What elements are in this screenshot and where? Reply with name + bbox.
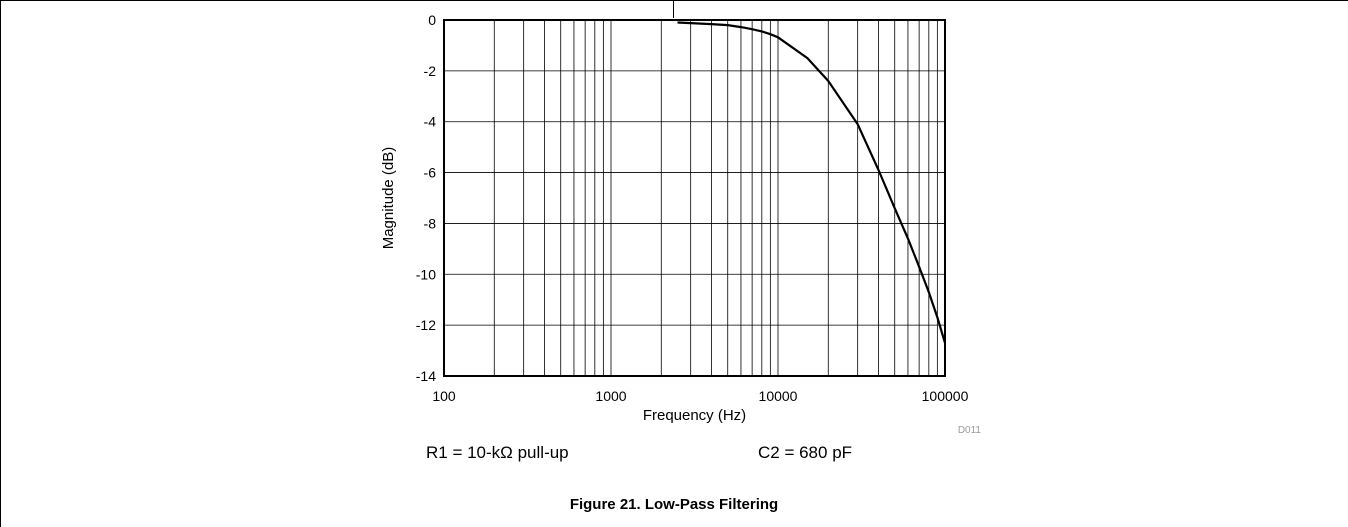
- x-tick-label: 100: [432, 388, 456, 404]
- page-frame-divider: [673, 0, 674, 18]
- chart-tick-labels: 0 -2 -4 -6 -8 -10 -12 -14 100 1000 10000 100000: [416, 12, 969, 404]
- page-frame-left: [0, 0, 1, 527]
- figure-title: Figure 21. Low-Pass Filtering: [569, 496, 779, 513]
- chart-code-label: D011: [958, 425, 982, 436]
- caption-c2: C2 = 680 pF: [758, 443, 853, 462]
- chart-grid: [444, 20, 945, 376]
- y-tick-label: -12: [416, 317, 436, 333]
- y-axis-label: Magnitude (dB): [380, 147, 397, 250]
- chart: 0 -2 -4 -6 -8 -10 -12 -14 100 1000 10000 100000 Fre…: [380, 12, 982, 436]
- y-tick-label: 0: [428, 12, 436, 28]
- y-tick-label: -14: [416, 368, 436, 384]
- caption-r1: R1 = 10-kΩ pull-up: [426, 443, 569, 462]
- y-tick-label: -4: [424, 114, 437, 130]
- chart-series: [677, 21, 947, 344]
- y-tick-label: -6: [424, 165, 437, 181]
- y-tick-label: -10: [416, 266, 436, 282]
- plot-frame: [443, 19, 946, 377]
- y-tick-label: -8: [424, 215, 437, 231]
- x-tick-label: 1000: [595, 388, 626, 404]
- series-line: [677, 21, 947, 344]
- page-frame-top: [0, 0, 1348, 1]
- x-axis-label: Frequency (Hz): [643, 407, 746, 424]
- y-tick-label: -2: [424, 63, 437, 79]
- x-tick-label: 100000: [922, 388, 969, 404]
- x-tick-label: 10000: [759, 388, 798, 404]
